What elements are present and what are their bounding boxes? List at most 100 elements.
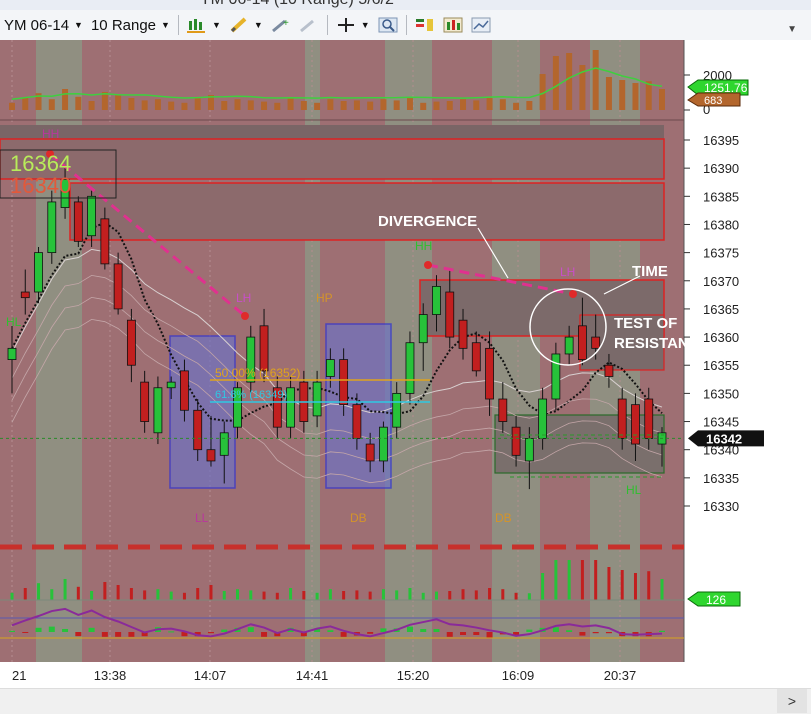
chevron-down-icon: ▼ [74, 20, 83, 30]
osc-bar [101, 632, 108, 637]
osc-bar [207, 632, 214, 634]
db-label: DB [495, 511, 512, 525]
osc-bar [194, 632, 201, 637]
drawing-tool-button[interactable]: ▼ [225, 12, 267, 38]
db-label: DB [350, 511, 367, 525]
lower-volume-bar [302, 591, 306, 600]
volume-bar [659, 89, 665, 110]
zoom-button[interactable] [374, 12, 402, 38]
resistance-zone-2 [69, 182, 665, 241]
candle [47, 190, 57, 264]
toolbar-divider [177, 15, 179, 35]
candle-body [20, 291, 30, 299]
candle [511, 415, 521, 467]
volume-bar [513, 102, 520, 110]
data-box-button[interactable] [411, 12, 439, 38]
volume-bar [406, 98, 413, 110]
add-indicator-button[interactable]: + [267, 12, 295, 38]
volume-bar [88, 101, 95, 110]
period-selector[interactable]: 10 Range ▼ [87, 12, 174, 38]
chart-toolbar: YM 06-14 ▼ 10 Range ▼ ▼ ▼ + ▼ ▼ [0, 10, 811, 41]
volume-bar [168, 101, 175, 110]
lower-volume-bar [236, 589, 240, 600]
volume-value-badge: 1251.76 [687, 79, 749, 96]
lower-volume-bar [156, 589, 160, 600]
lower-volume-bar [10, 592, 14, 600]
candle [286, 376, 295, 439]
volume-bar [552, 56, 559, 110]
candle-body [286, 387, 295, 428]
lower-volume-bar [448, 591, 452, 600]
bars-icon [443, 15, 463, 35]
ma-fast-line [11, 221, 663, 422]
instrument-selector[interactable]: YM 06-14 ▼ [0, 12, 87, 38]
candle [564, 325, 574, 366]
chart-style-button[interactable]: ▼ [183, 12, 225, 38]
osc-bar [115, 632, 122, 637]
volume-bar [115, 95, 122, 110]
osc-bar [274, 632, 281, 637]
blue-box-1 [169, 335, 236, 489]
crosshair-button[interactable]: ▼ [332, 12, 374, 38]
candle-body [604, 364, 614, 377]
divergence-pointer [477, 227, 509, 279]
candle-body [432, 285, 441, 315]
data-box-icon [415, 15, 435, 35]
candle [498, 382, 508, 433]
candle-body [193, 409, 203, 451]
volume-bar [632, 83, 639, 110]
candle-body [272, 387, 282, 428]
candle-body [617, 398, 627, 439]
add-indicator-icon: + [271, 15, 291, 35]
chart-properties-button[interactable] [439, 12, 467, 38]
price-tick-label: 16365 [703, 302, 739, 317]
volume-second-value: 683 [704, 95, 722, 107]
volume-bar [380, 99, 387, 110]
time-tick-label: 20:37 [604, 668, 637, 683]
hh-label: HH [42, 127, 59, 141]
scroll-right-icon[interactable]: > [777, 689, 807, 713]
candle [365, 432, 375, 473]
lower-volume-bar [408, 588, 412, 600]
volume-bar [499, 99, 506, 110]
candle [87, 190, 96, 247]
candle-body [259, 325, 269, 372]
volume-bar [473, 100, 480, 110]
time-tick-label: 14:07 [194, 668, 227, 683]
volume-tick-label: 0 [703, 102, 710, 117]
lower-volume-bar [275, 592, 279, 600]
lower-volume-bar [514, 592, 518, 600]
horizontal-scrollbar[interactable]: > [0, 688, 811, 714]
badge-shape [688, 430, 764, 447]
candle-body [591, 336, 601, 349]
lower-volume-bar [342, 591, 346, 600]
candle [617, 387, 627, 450]
osc-bar [261, 632, 268, 637]
volume-bar [75, 96, 82, 110]
candle-body [551, 353, 561, 400]
osc-bar [88, 627, 95, 632]
candle-body [578, 325, 587, 361]
time-label: TIME [632, 263, 668, 280]
candle-body [60, 179, 70, 208]
price-tick-label: 16375 [703, 246, 739, 261]
candle [193, 399, 203, 461]
candle-body [511, 426, 521, 456]
candle-body [126, 319, 136, 366]
candle-body [631, 404, 640, 445]
fib-label-50: 50.00% (16352) [215, 366, 300, 380]
time-tick-label: 15:20 [397, 668, 430, 683]
toolbar-overflow-icon[interactable]: ▼ [787, 24, 797, 35]
candle-body [312, 381, 322, 417]
remove-indicator-button[interactable] [295, 12, 323, 38]
candle-body [365, 443, 375, 462]
divergence-line-1 [49, 152, 246, 318]
badge-shape [687, 591, 741, 607]
volume-bar [433, 101, 440, 110]
candle-body [100, 218, 110, 265]
template-button[interactable] [467, 12, 495, 38]
osc-bar [513, 632, 520, 635]
candle [34, 246, 43, 304]
candle [7, 325, 17, 394]
